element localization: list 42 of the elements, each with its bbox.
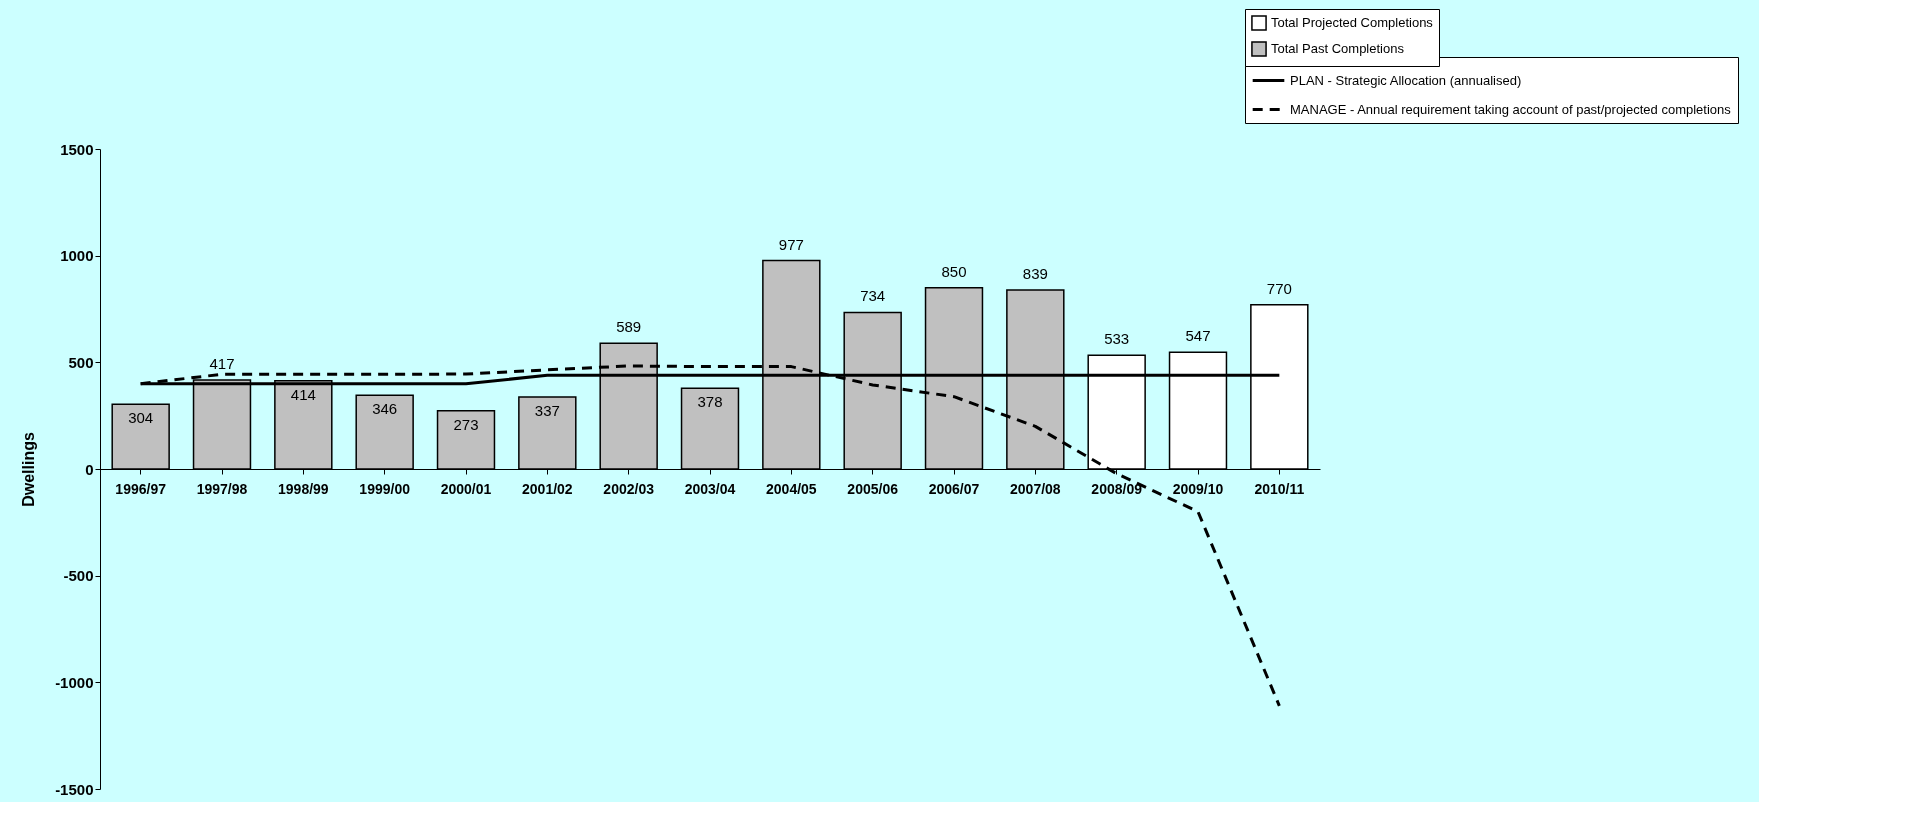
- x-tick-label: 2009/10: [1172, 480, 1224, 497]
- data-label: 533: [1104, 330, 1130, 348]
- y-tick-label: 0: [85, 460, 94, 478]
- y-tick-label: 1000: [60, 247, 94, 265]
- x-tick-label: 1996/97: [115, 480, 167, 497]
- x-tick-label: 1999/00: [359, 480, 411, 497]
- y-tick-label: -1000: [55, 673, 94, 691]
- y-axis-title: Dwellings: [20, 432, 38, 507]
- data-label: 337: [534, 402, 560, 420]
- x-tick-label: 1997/98: [196, 480, 248, 497]
- x-tick-label: 2007/08: [1010, 480, 1061, 497]
- x-tick-label: 2001/02: [522, 480, 573, 497]
- data-label: 414: [290, 385, 316, 403]
- x-tick-label: 2004/05: [766, 480, 817, 497]
- data-label: 417: [209, 355, 235, 373]
- x-tick-label: 2003/04: [684, 480, 736, 497]
- data-label: 346: [372, 400, 398, 418]
- legend-label: Total Projected Completions: [1271, 15, 1434, 30]
- legend-label: MANAGE - Annual requirement taking account of past/projected completions: [1290, 101, 1732, 117]
- y-tick-label: -500: [63, 567, 94, 585]
- data-label: 273: [453, 415, 479, 433]
- data-label: 304: [128, 409, 154, 427]
- data-label: 770: [1266, 279, 1292, 297]
- legend-label: PLAN - Strategic Allocation (annualised): [1290, 72, 1522, 88]
- x-tick-label: 1998/99: [278, 480, 329, 497]
- y-tick-label: -1500: [55, 780, 94, 798]
- x-tick-label: 2002/03: [603, 480, 655, 497]
- data-label: 977: [778, 235, 804, 253]
- data-label: 378: [697, 393, 723, 411]
- data-label: 589: [616, 318, 642, 336]
- x-tick-label: 2005/06: [847, 480, 899, 497]
- y-tick-label: 500: [68, 353, 94, 371]
- data-label: 850: [941, 262, 967, 280]
- x-tick-label: 2000/01: [440, 480, 492, 497]
- legend-label: Total Past Completions: [1271, 41, 1405, 56]
- data-label: 547: [1185, 327, 1211, 345]
- data-label: 734: [860, 287, 886, 305]
- y-tick-label: 1500: [60, 140, 94, 158]
- x-tick-label: 2006/07: [928, 480, 980, 497]
- data-label: 839: [1022, 265, 1048, 283]
- x-tick-label: 2010/11: [1254, 480, 1305, 497]
- x-tick-label: 2008/09: [1091, 480, 1143, 497]
